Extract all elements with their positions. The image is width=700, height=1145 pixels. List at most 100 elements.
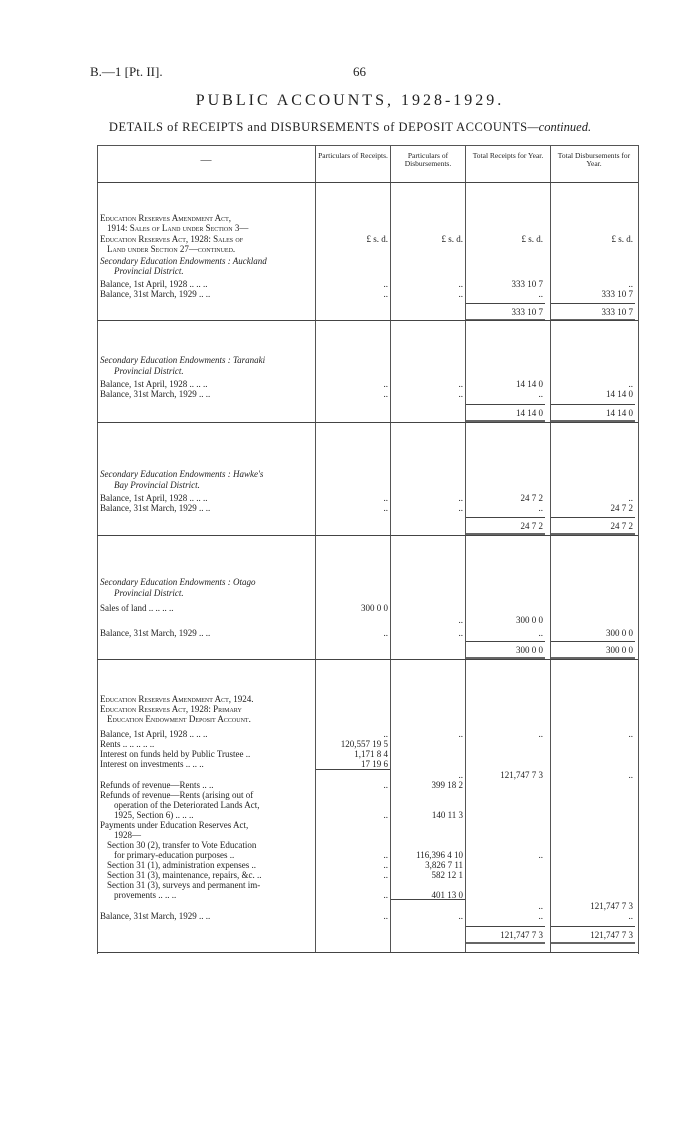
row-label: Provincial District. [114, 588, 184, 598]
column-divider [315, 145, 316, 953]
total-double-rule [551, 533, 635, 535]
row-label: Education Reserves Amendment Act, 1924. [100, 694, 254, 704]
column-header-receipts: Particulars of Receipts. [318, 151, 388, 160]
column-divider [390, 145, 391, 953]
subtotal-rule [466, 926, 545, 927]
amount-total-receipts: .. [538, 389, 544, 399]
amount-total-receipts: .. [538, 901, 544, 911]
row-label: Section 31 (3), maintenance, repairs, &c… [107, 870, 262, 880]
subtotal-rule [466, 517, 545, 518]
row-label: 1928— [114, 830, 141, 840]
amount-receipts: .. [383, 628, 389, 638]
amount-total-receipts: .. [538, 911, 544, 921]
section-separator [97, 535, 638, 536]
row-label: Balance, 1st April, 1928 .. .. .. [100, 379, 208, 389]
amount-receipts: .. [383, 850, 389, 860]
amount-receipts: .. [383, 493, 389, 503]
amount-disbursements: .. [458, 279, 464, 289]
total-total-receipts: 14 14 0 [516, 408, 543, 418]
accounts-table [97, 145, 639, 954]
subtotal-rule [551, 517, 635, 518]
row-label: Secondary Education Endowments : Otago [100, 577, 256, 587]
subtotal-rule [466, 641, 545, 642]
total-total-disbursements: 300 0 0 [606, 645, 633, 655]
currency-units-receipts: £ s. d. [366, 234, 388, 244]
column-divider [550, 145, 551, 953]
amount-disbursements: .. [458, 615, 464, 625]
amount-receipts: .. [383, 870, 389, 880]
amount-disbursements: .. [458, 911, 464, 921]
page-subtitle: DETAILS of RECEIPTS and DISBURSEMENTS of… [109, 120, 591, 135]
total-total-receipts: 333 10 7 [511, 307, 544, 317]
row-label: Balance, 1st April, 1928 .. .. .. [100, 493, 208, 503]
amount-total-disbursements: 121,747 7 3 [590, 901, 633, 911]
total-double-rule [551, 942, 635, 944]
row-label: Balance, 1st April, 1928 .. .. .. [100, 279, 208, 289]
amount-total-receipts: 14 14 0 [516, 379, 543, 389]
amount-total-receipts: .. [538, 628, 544, 638]
amount-total-receipts: .. [538, 289, 544, 299]
row-label: 1925, Section 6) .. .. .. [114, 810, 194, 820]
amount-total-receipts: .. [538, 503, 544, 513]
subtitle-text: DETAILS of RECEIPTS and DISBURSEMENTS of… [108, 120, 528, 134]
row-label: Refunds of revenue—Rents (arising out of [100, 790, 254, 800]
amount-total-disbursements: .. [628, 729, 634, 739]
amount-disbursements: .. [458, 289, 464, 299]
amount-receipts: .. [383, 860, 389, 870]
total-total-disbursements: 24 7 2 [610, 521, 634, 531]
row-label: Secondary Education Endowments : Hawke's [100, 469, 264, 479]
amount-receipts: .. [383, 890, 389, 900]
row-label: Secondary Education Endowments : Taranak… [100, 355, 266, 365]
subtotal-rule [391, 899, 465, 900]
amount-disbursements: 401 13 0 [431, 890, 464, 900]
row-label: Section 31 (3), surveys and permanent im… [107, 880, 261, 890]
total-double-rule [466, 942, 545, 944]
total-double-rule [466, 420, 545, 422]
amount-receipts: .. [383, 389, 389, 399]
amount-disbursements: .. [458, 770, 464, 780]
subtotal-rule [551, 641, 635, 642]
total-total-receipts: 121,747 7 3 [500, 930, 543, 940]
row-label: Education Reserves Act, 1928: Primary [100, 704, 242, 714]
section-separator [97, 320, 638, 321]
amount-receipts: .. [383, 279, 389, 289]
row-label: operation of the Deteriorated Lands Act, [114, 800, 260, 810]
document-reference: B.—1 [Pt. II]. [90, 64, 163, 79]
row-label: Education Reserves Act, 1928: Sales of [100, 234, 244, 244]
amount-receipts: .. [383, 911, 389, 921]
total-total-disbursements: 121,747 7 3 [590, 930, 633, 940]
subtotal-rule [551, 926, 635, 927]
row-label: Section 31 (1), administration expenses … [107, 860, 256, 870]
total-total-disbursements: 14 14 0 [606, 408, 633, 418]
amount-total-disbursements: 14 14 0 [606, 389, 633, 399]
amount-receipts: 17 19 6 [361, 759, 388, 769]
amount-receipts: 120,557 19 5 [340, 739, 388, 749]
column-header-total-receipts: Total Receipts for Year. [472, 151, 544, 160]
amount-receipts: .. [383, 780, 389, 790]
row-label: Interest on investments .. .. .. [100, 759, 204, 769]
amount-total-disbursements: .. [628, 379, 634, 389]
row-label: Land under Section 27—continued. [107, 244, 236, 254]
column-divider [465, 145, 466, 953]
row-label: Balance, 31st March, 1929 .. .. [100, 911, 211, 921]
row-label: Rents .. .. .. .. .. [100, 739, 155, 749]
currency-units-total-disbursements: £ s. d. [611, 234, 633, 244]
section-separator [97, 659, 638, 660]
total-total-receipts: 300 0 0 [516, 645, 543, 655]
amount-disbursements: 140 11 3 [431, 810, 463, 820]
row-label: Balance, 31st March, 1929 .. .. [100, 289, 211, 299]
row-label: Balance, 1st April, 1928 .. .. .. [100, 729, 208, 739]
row-label: Balance, 31st March, 1929 .. .. [100, 503, 211, 513]
row-label: Provincial District. [114, 366, 184, 376]
amount-total-disbursements: .. [628, 279, 634, 289]
row-label: Section 30 (2), transfer to Vote Educati… [107, 840, 257, 850]
row-label: provements .. .. .. [114, 890, 177, 900]
total-double-rule [466, 533, 545, 535]
page-number: 66 [353, 64, 366, 79]
amount-receipts: .. [383, 503, 389, 513]
total-double-rule [551, 420, 635, 422]
amount-total-receipts: 121,747 7 3 [500, 770, 543, 780]
row-label: Bay Provincial District. [114, 480, 200, 490]
amount-total-receipts: .. [538, 729, 544, 739]
amount-total-receipts: 333 10 7 [511, 279, 544, 289]
